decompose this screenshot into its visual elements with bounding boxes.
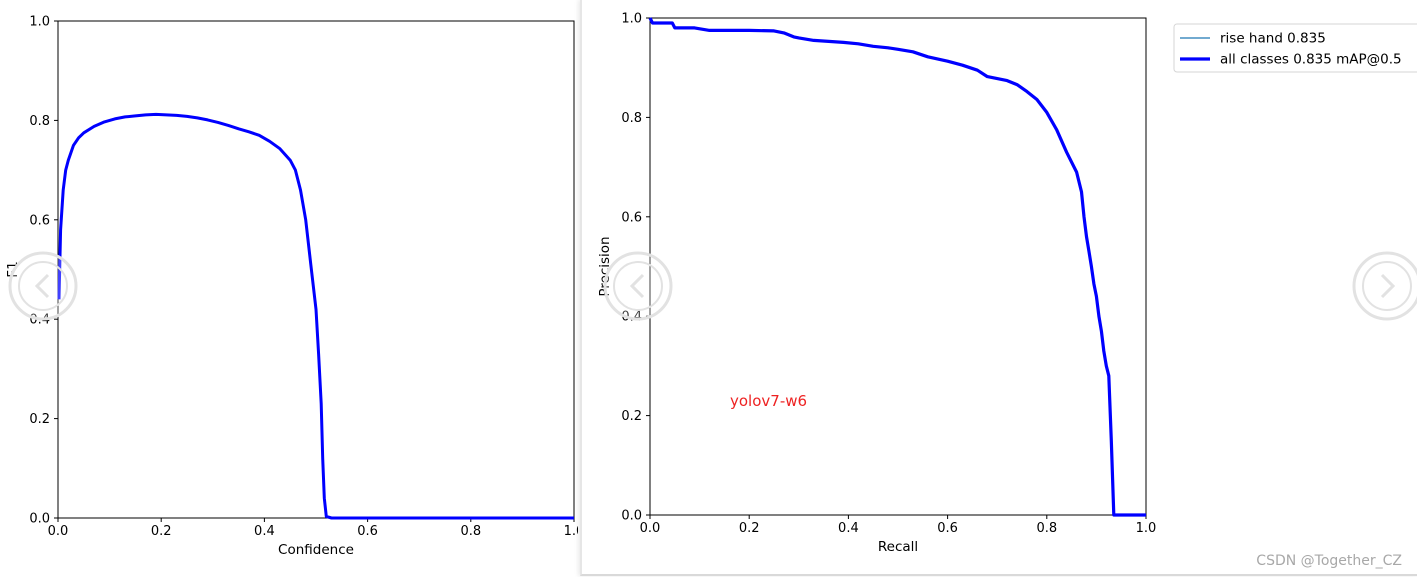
- plot-frame: [649, 17, 1147, 516]
- x-tick-label: 0.6: [937, 521, 958, 536]
- y-tick-label: 0.8: [29, 114, 50, 129]
- x-tick-label: 0.2: [151, 524, 172, 539]
- y-tick-label: 1.0: [29, 15, 50, 30]
- precision-recall-panel: 0.00.20.40.60.81.00.00.20.40.60.81.0Reca…: [580, 0, 1417, 576]
- legend-label-1: rise hand 0.835: [1220, 31, 1326, 47]
- y-tick-label: 0.2: [29, 412, 50, 427]
- x-tick-label: 1.0: [1136, 521, 1157, 536]
- y-tick-label: 1.0: [621, 12, 642, 27]
- x-axis-label: Confidence: [278, 542, 354, 558]
- legend-box: [1173, 23, 1417, 73]
- plot-frame: [57, 20, 575, 519]
- model-annotation: yolov7-w6: [730, 392, 807, 410]
- chevron-right-icon: [1352, 251, 1417, 321]
- x-tick-label: 0.6: [357, 524, 378, 539]
- series-line-2: [648, 17, 1146, 517]
- y-tick-label: 0.6: [29, 213, 50, 228]
- x-tick-label: 0.4: [838, 521, 859, 536]
- y-tick-label: 0.8: [621, 111, 642, 126]
- y-tick-label: 0.6: [621, 210, 642, 225]
- x-tick-label: 1.0: [564, 524, 578, 539]
- x-tick-label: 0.0: [48, 524, 69, 539]
- chevron-left-icon: [8, 251, 78, 321]
- f1-confidence-panel: 0.00.20.40.60.81.00.00.20.40.60.81.0Conf…: [0, 0, 578, 577]
- x-tick-label: 0.0: [640, 521, 661, 536]
- x-tick-label: 0.2: [739, 521, 760, 536]
- x-axis-label: Recall: [878, 539, 918, 555]
- y-axis-label: Precision: [597, 236, 613, 296]
- y-tick-label: 0.0: [621, 509, 642, 524]
- x-tick-label: 0.4: [254, 524, 275, 539]
- precision-recall-chart: 0.00.20.40.60.81.00.00.20.40.60.81.0Reca…: [597, 12, 1417, 555]
- x-tick-label: 0.8: [1036, 521, 1057, 536]
- x-tick-label: 0.8: [460, 524, 481, 539]
- y-tick-label: 0.2: [621, 409, 642, 424]
- series-line-1: [649, 17, 1146, 516]
- y-tick-label: 0.0: [29, 512, 50, 527]
- f1-confidence-chart: 0.00.20.40.60.81.00.00.20.40.60.81.0Conf…: [5, 15, 578, 559]
- prev-image-button-overlay[interactable]: [603, 251, 673, 321]
- next-image-button[interactable]: [1352, 251, 1417, 321]
- legend: rise hand 0.835 all classes 0.835 mAP@0.5: [1173, 23, 1417, 73]
- watermark: CSDN @Together_CZ: [1256, 553, 1402, 569]
- prev-image-button[interactable]: [8, 251, 78, 321]
- chevron-left-icon: [603, 251, 673, 321]
- series-line-1: [57, 112, 574, 520]
- legend-label-2: all classes 0.835 mAP@0.5: [1220, 52, 1402, 68]
